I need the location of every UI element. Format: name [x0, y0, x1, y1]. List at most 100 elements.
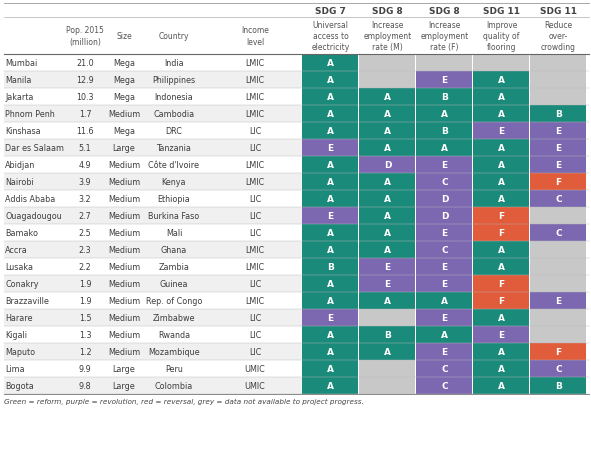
Text: Mega: Mega	[113, 76, 135, 85]
Text: Cambodia: Cambodia	[154, 110, 194, 119]
Bar	[416, 106, 472, 123]
Text: Peru: Peru	[165, 364, 183, 373]
Text: A: A	[441, 330, 448, 339]
Text: A: A	[498, 161, 505, 169]
Text: Jakarta: Jakarta	[5, 93, 33, 102]
Bar	[302, 208, 358, 225]
Bar	[473, 140, 529, 157]
Bar	[416, 276, 472, 292]
Text: Mozambique: Mozambique	[148, 347, 200, 356]
Text: UMIC: UMIC	[245, 381, 265, 390]
Text: E: E	[327, 144, 333, 153]
Text: Medium: Medium	[108, 228, 140, 238]
Text: A: A	[384, 228, 391, 238]
Text: E: E	[556, 161, 561, 169]
Text: Abidjan: Abidjan	[5, 161, 35, 169]
Text: C: C	[441, 381, 448, 390]
Text: A: A	[384, 347, 391, 356]
Bar	[530, 258, 586, 276]
Bar	[416, 140, 472, 157]
Bar	[416, 377, 472, 394]
Text: Addis Ababa: Addis Ababa	[5, 195, 55, 204]
Text: D: D	[441, 195, 448, 204]
Bar	[530, 309, 586, 327]
Bar	[473, 190, 529, 208]
Text: C: C	[441, 246, 448, 255]
Text: E: E	[327, 313, 333, 322]
Bar	[473, 123, 529, 140]
Text: 9.9: 9.9	[79, 364, 92, 373]
Text: A: A	[384, 93, 391, 102]
Text: Green = reform, purple = revolution, red = reversal, grey = data not available t: Green = reform, purple = revolution, red…	[4, 398, 363, 404]
Text: B: B	[384, 330, 391, 339]
Text: A: A	[384, 110, 391, 119]
Text: 11.6: 11.6	[76, 127, 94, 136]
Text: 3.9: 3.9	[79, 178, 92, 187]
Text: A: A	[441, 110, 448, 119]
Text: LIC: LIC	[249, 127, 261, 136]
Text: Mega: Mega	[113, 59, 135, 68]
Text: E: E	[556, 144, 561, 153]
Text: A: A	[327, 178, 334, 187]
Bar	[416, 309, 472, 327]
Text: C: C	[441, 364, 448, 373]
Bar	[416, 89, 472, 106]
Bar	[473, 258, 529, 276]
Bar	[530, 225, 586, 241]
Bar	[4, 309, 302, 327]
Bar	[359, 343, 415, 360]
Text: A: A	[327, 246, 334, 255]
Text: F: F	[556, 178, 561, 187]
Bar	[359, 106, 415, 123]
Text: Country: Country	[159, 32, 189, 41]
Text: F: F	[498, 279, 505, 288]
Text: Improve
quality of
flooring: Improve quality of flooring	[483, 21, 519, 52]
Text: E: E	[384, 262, 391, 271]
Text: 3.2: 3.2	[79, 195, 92, 204]
Text: A: A	[441, 297, 448, 306]
Text: A: A	[384, 211, 391, 220]
Bar	[4, 258, 302, 276]
Bar	[416, 327, 472, 343]
Text: E: E	[556, 127, 561, 136]
Bar	[530, 208, 586, 225]
Bar	[473, 208, 529, 225]
Bar	[302, 123, 358, 140]
Text: E: E	[441, 313, 447, 322]
Text: Large: Large	[113, 144, 135, 153]
Bar	[4, 157, 302, 174]
Text: Medium: Medium	[108, 178, 140, 187]
Text: Universal
access to
electricity: Universal access to electricity	[311, 21, 350, 52]
Bar	[302, 241, 358, 258]
Bar	[530, 377, 586, 394]
Text: 2.3: 2.3	[79, 246, 92, 255]
Text: A: A	[498, 110, 505, 119]
Text: Kinshasa: Kinshasa	[5, 127, 41, 136]
Bar	[4, 241, 302, 258]
Text: LIC: LIC	[249, 195, 261, 204]
Text: Lima: Lima	[5, 364, 25, 373]
Text: Mumbai: Mumbai	[5, 59, 37, 68]
Bar	[4, 190, 302, 208]
Text: E: E	[498, 330, 505, 339]
Text: Rwanda: Rwanda	[158, 330, 190, 339]
Text: A: A	[384, 144, 391, 153]
Bar	[473, 360, 529, 377]
Text: F: F	[498, 211, 505, 220]
Text: B: B	[555, 381, 562, 390]
Text: UMIC: UMIC	[245, 364, 265, 373]
Bar	[416, 72, 472, 89]
Text: Income
level: Income level	[241, 26, 269, 47]
Bar	[416, 343, 472, 360]
Text: LIC: LIC	[249, 211, 261, 220]
Text: C: C	[555, 364, 562, 373]
Text: F: F	[498, 228, 505, 238]
Text: A: A	[498, 246, 505, 255]
Text: Brazzaville: Brazzaville	[5, 297, 49, 306]
Text: A: A	[498, 347, 505, 356]
Bar	[530, 276, 586, 292]
Bar	[359, 309, 415, 327]
Bar	[302, 309, 358, 327]
Bar	[359, 123, 415, 140]
Text: A: A	[384, 127, 391, 136]
